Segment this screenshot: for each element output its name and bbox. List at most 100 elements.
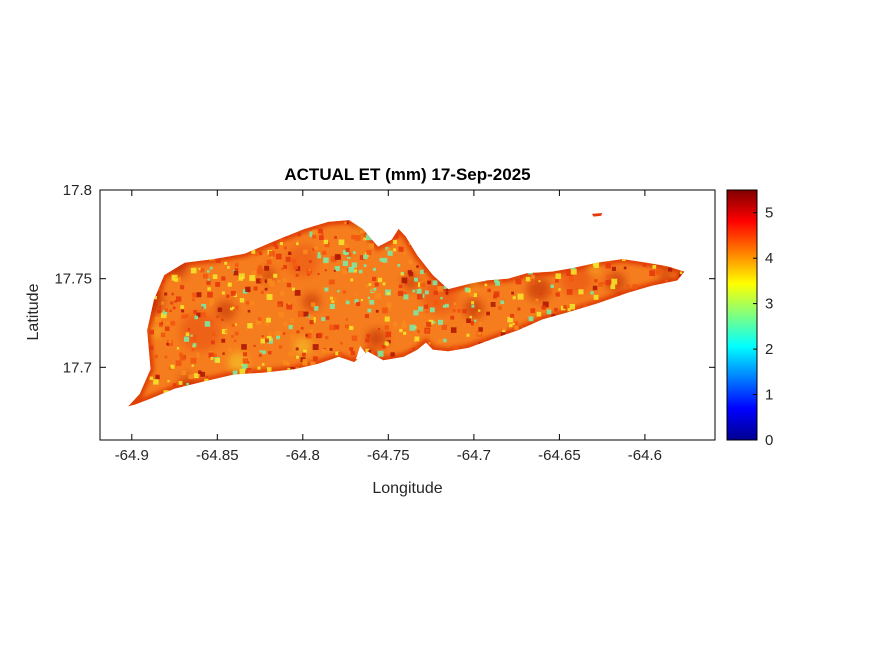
et-speckle [333, 269, 336, 272]
et-speckle [492, 235, 495, 238]
et-speckle [345, 300, 350, 305]
et-speckle [634, 396, 637, 399]
et-speckle [464, 287, 469, 292]
et-speckle [577, 317, 582, 322]
et-speckle [310, 307, 315, 311]
et-speckle [288, 389, 293, 394]
et-speckle [135, 318, 141, 323]
et-speckle [618, 228, 623, 233]
et-speckle [515, 333, 519, 337]
et-speckle [610, 302, 616, 309]
et-speckle [331, 397, 335, 401]
et-speckle [618, 371, 623, 376]
et-speckle [541, 401, 545, 405]
et-speckle [567, 308, 571, 312]
et-speckle [379, 257, 384, 262]
et-speckle [156, 272, 163, 279]
et-speckle [196, 352, 200, 355]
et-speckle [500, 233, 504, 236]
et-speckle [485, 224, 488, 227]
et-speckle [324, 396, 327, 399]
et-speckle [277, 301, 283, 307]
et-speckle [446, 247, 451, 252]
et-speckle [216, 223, 221, 228]
et-speckle [412, 398, 417, 403]
et-speckle [310, 361, 316, 367]
et-speckle [160, 332, 166, 338]
et-speckle [444, 266, 450, 272]
et-speckle [440, 395, 446, 402]
et-speckle [495, 396, 498, 399]
et-speckle [442, 377, 446, 381]
et-speckle [526, 226, 529, 229]
et-speckle [679, 271, 683, 275]
et-speckle [386, 404, 391, 407]
et-speckle [354, 299, 359, 304]
et-speckle [224, 246, 228, 250]
et-speckle [475, 312, 479, 316]
et-speckle [594, 279, 598, 283]
et-speckle [303, 349, 307, 353]
et-speckle [611, 342, 617, 348]
et-speckle [255, 254, 258, 257]
et-speckle [660, 255, 665, 260]
et-speckle [635, 400, 642, 407]
et-speckle [622, 321, 629, 328]
et-speckle [471, 401, 478, 407]
et-speckle [355, 235, 361, 241]
et-speckle [325, 220, 330, 223]
et-speckle [390, 376, 396, 382]
plot-box [99, 189, 716, 441]
et-speckle [380, 234, 386, 240]
et-speckle [608, 384, 613, 389]
et-speckle [122, 225, 125, 228]
et-speckle [181, 370, 186, 376]
et-speckle [426, 226, 430, 230]
et-speckle [224, 261, 228, 265]
et-speckle [546, 331, 550, 336]
et-speckle [601, 392, 604, 396]
et-speckle [350, 351, 355, 356]
et-speckle [585, 390, 591, 397]
et-speckle [159, 323, 163, 327]
et-speckle [659, 360, 665, 366]
et-speckle [418, 306, 424, 312]
et-speckle [495, 253, 502, 259]
et-speckle [546, 307, 551, 311]
et-speckle [481, 266, 486, 271]
et-speckle [538, 358, 543, 362]
et-speckle [143, 368, 148, 374]
et-speckle [247, 323, 253, 329]
et-speckle [343, 362, 348, 367]
et-speckle [570, 268, 577, 275]
et-speckle [560, 336, 563, 339]
et-speckle [351, 234, 356, 240]
et-speckle [346, 268, 350, 271]
et-speckle [668, 323, 671, 326]
et-speckle [435, 233, 442, 239]
et-speckle [342, 269, 348, 275]
et-speckle [664, 326, 668, 330]
et-speckle [246, 361, 250, 364]
et-speckle [409, 324, 416, 331]
et-speckle [295, 373, 300, 379]
et-speckle [557, 321, 563, 327]
et-speckle [235, 397, 241, 403]
et-speckle [350, 370, 355, 375]
et-speckle [614, 246, 620, 253]
et-speckle [192, 343, 197, 347]
et-speckle [193, 373, 199, 379]
et-speckle [581, 407, 587, 413]
et-speckle [634, 312, 638, 315]
et-speckle [502, 343, 509, 350]
et-speckle [575, 322, 581, 327]
et-speckle [418, 353, 424, 358]
et-speckle [440, 260, 444, 264]
et-speckle [604, 214, 610, 220]
et-speckle [490, 276, 493, 279]
et-speckle [465, 400, 468, 403]
et-speckle [377, 350, 384, 357]
et-speckle [318, 374, 323, 379]
et-speckle [623, 294, 629, 300]
